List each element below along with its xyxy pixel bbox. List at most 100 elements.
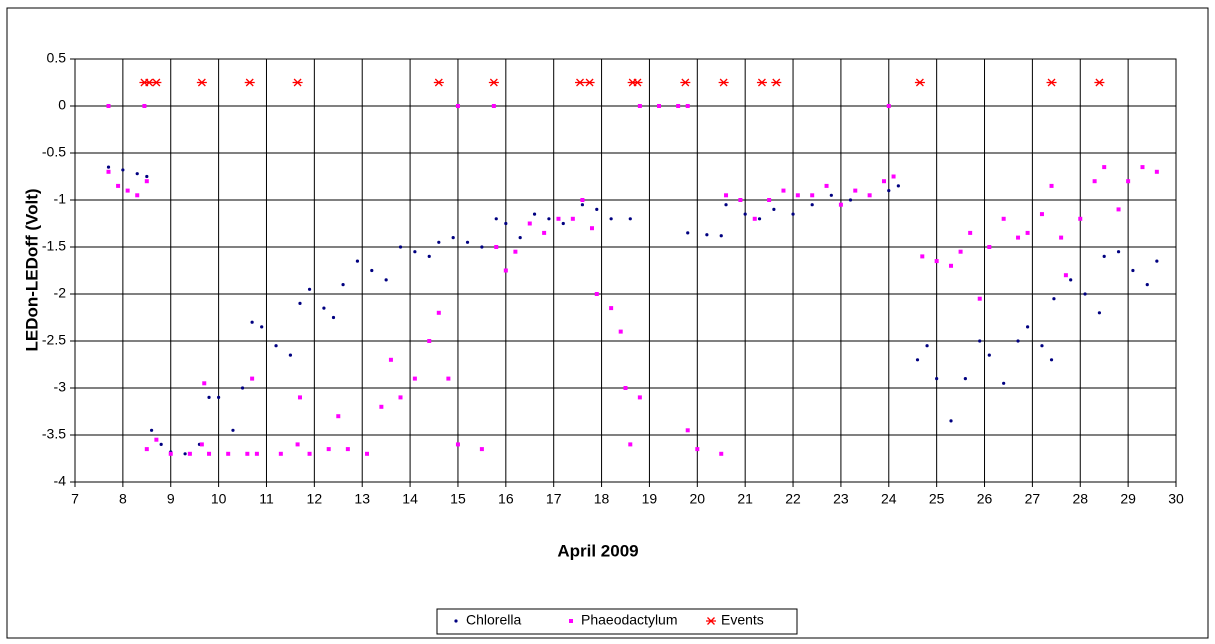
data-point — [455, 442, 460, 447]
data-point — [288, 353, 293, 357]
data-point — [125, 188, 130, 193]
data-point — [274, 344, 278, 348]
data-point — [935, 377, 939, 381]
data-point — [260, 325, 264, 329]
data-point — [513, 249, 518, 254]
data-point — [142, 104, 147, 108]
x-tick-label: 30 — [1168, 491, 1184, 507]
legend-label: Phaeodactylum — [581, 612, 678, 628]
data-point — [705, 233, 709, 237]
data-point — [187, 451, 192, 456]
data-point — [987, 353, 991, 357]
data-point — [379, 404, 384, 409]
data-point — [518, 236, 522, 240]
data-point — [151, 78, 162, 87]
data-point — [427, 254, 431, 258]
data-point — [561, 221, 565, 226]
data-point — [527, 221, 532, 226]
data-point — [427, 339, 432, 343]
data-point — [795, 193, 800, 198]
data-point — [767, 198, 772, 202]
data-point — [292, 78, 303, 87]
data-point — [1046, 78, 1057, 87]
data-point — [685, 428, 690, 433]
data-point — [891, 174, 896, 179]
data-point — [207, 395, 211, 399]
data-point — [199, 442, 204, 447]
y-tick-label: -3 — [54, 379, 67, 395]
data-point — [144, 447, 149, 452]
data-point — [135, 172, 139, 176]
data-point — [298, 301, 302, 305]
data-point — [824, 183, 829, 188]
data-point — [556, 216, 561, 221]
data-point — [595, 207, 599, 211]
data-point — [154, 437, 159, 442]
x-tick-label: 28 — [1072, 491, 1088, 507]
data-point — [436, 310, 441, 315]
data-point — [254, 451, 259, 456]
x-tick-label: 9 — [167, 491, 175, 507]
data-point — [196, 78, 207, 87]
data-point — [1102, 254, 1106, 258]
x-tick-label: 25 — [929, 491, 945, 507]
data-point — [752, 216, 757, 221]
data-point — [1154, 169, 1159, 174]
y-tick-label: 0.5 — [47, 50, 67, 66]
x-tick-label: 22 — [785, 491, 801, 507]
data-point — [217, 395, 221, 399]
data-point — [412, 376, 417, 381]
data-point — [168, 451, 173, 456]
data-point — [609, 217, 613, 221]
data-point — [1116, 207, 1121, 212]
data-point — [771, 78, 782, 87]
data-point — [757, 217, 762, 221]
data-point — [609, 306, 614, 311]
data-point — [718, 78, 729, 87]
data-point — [297, 395, 302, 400]
data-point — [1025, 230, 1030, 235]
data-point — [719, 234, 723, 238]
data-point — [949, 263, 954, 268]
data-point — [1140, 165, 1145, 170]
x-tick-label: 27 — [1025, 491, 1041, 507]
data-point — [1094, 78, 1105, 87]
data-point — [637, 395, 642, 400]
data-point — [738, 198, 743, 202]
data-point — [968, 230, 973, 235]
data-point — [1069, 278, 1073, 282]
x-tick-label: 29 — [1120, 491, 1136, 507]
x-tick-label: 7 — [71, 491, 79, 507]
data-point — [307, 451, 312, 456]
data-point — [451, 236, 455, 240]
data-point — [455, 104, 460, 108]
data-point — [623, 386, 628, 390]
data-point — [724, 193, 729, 198]
data-point — [695, 447, 700, 452]
data-point — [547, 217, 551, 221]
data-point — [398, 395, 403, 400]
data-point — [465, 240, 470, 244]
y-tick-label: -1 — [54, 191, 67, 207]
data-point — [628, 217, 632, 221]
data-point — [145, 174, 149, 179]
data-point — [144, 179, 149, 184]
data-point — [1016, 339, 1020, 343]
data-point — [1001, 216, 1006, 221]
data-point — [685, 104, 690, 108]
data-point — [580, 198, 585, 202]
x-tick-label: 24 — [881, 491, 897, 507]
data-point — [719, 451, 724, 456]
data-point — [680, 78, 691, 87]
legend-box — [436, 608, 798, 635]
data-point — [881, 179, 886, 184]
data-point — [503, 268, 508, 273]
data-point — [341, 283, 345, 287]
data-point — [116, 183, 121, 188]
data-point — [336, 414, 341, 419]
x-tick-label: 20 — [690, 491, 706, 507]
x-tick-label: 26 — [977, 491, 993, 507]
data-point — [584, 78, 595, 87]
data-point — [676, 104, 681, 108]
x-tick-label: 19 — [642, 491, 658, 507]
